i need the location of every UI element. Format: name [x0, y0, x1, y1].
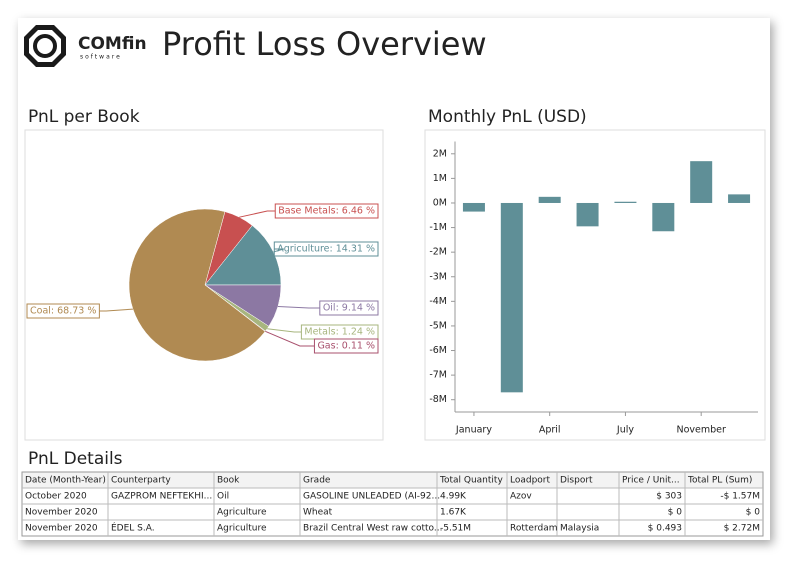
y-tick-label: -2M — [429, 247, 447, 258]
x-tick-label: April — [539, 425, 561, 436]
bar — [538, 196, 561, 203]
column-header: Disport — [560, 476, 593, 486]
leader-line — [99, 308, 133, 312]
leader-line — [239, 210, 276, 218]
column-header: Date (Month-Year) — [25, 476, 106, 486]
table-cell: $ 303 — [656, 492, 682, 502]
y-tick-label: -4M — [429, 296, 447, 307]
table-cell: -5.51M — [440, 524, 471, 534]
table-cell: $ 0 — [668, 508, 683, 518]
bar — [500, 202, 523, 393]
chart-title: Monthly PnL (USD) — [428, 107, 587, 127]
data-label: Gas: 0.11 % — [317, 341, 375, 352]
y-tick-label: -5M — [429, 320, 447, 331]
table-cell: Oil — [217, 492, 229, 502]
data-label: Coal: 68.73 % — [30, 306, 96, 317]
logo-icon — [24, 25, 66, 67]
table-cell: Agriculture — [217, 524, 267, 534]
table-cell: $ 0.493 — [648, 524, 682, 534]
y-tick-label: 0M — [433, 197, 447, 208]
chart-title: PnL per Book — [28, 107, 140, 127]
leader-line — [265, 330, 315, 347]
y-tick-label: -7M — [429, 370, 447, 381]
table-cell: GAZPROM NEFTEKHI... — [111, 492, 212, 502]
column-header: Book — [217, 476, 240, 486]
table-cell: 4.99K — [440, 492, 467, 502]
data-label: Oil: 9.14 % — [323, 303, 375, 314]
logo-text: COMfin — [78, 34, 147, 54]
bar-frame — [424, 129, 766, 441]
data-label: Agriculture: 14.31 % — [277, 244, 375, 255]
table-cell: ÉDEL S.A. — [111, 522, 155, 534]
y-tick-label: 2M — [433, 148, 447, 159]
bar — [728, 194, 751, 203]
pie-frame — [24, 129, 384, 441]
column-header: Counterparty — [111, 476, 171, 486]
table-cell: $ 0 — [746, 508, 761, 518]
pie-slice — [128, 208, 266, 362]
x-tick-label: January — [455, 425, 492, 436]
data-label: Base Metals: 6.46 % — [278, 206, 375, 217]
leader-line — [277, 306, 320, 309]
leader-line — [267, 328, 302, 333]
y-tick-label: -1M — [429, 222, 447, 233]
y-tick-label: -6M — [429, 345, 447, 356]
bar — [614, 201, 637, 203]
table-cell: October 2020 — [25, 492, 87, 502]
bar — [652, 202, 675, 232]
table-cell: Agriculture — [217, 508, 267, 518]
table-cell: Azov — [510, 492, 532, 502]
column-header: Total Quantity — [439, 476, 503, 486]
column-header: Price / Unit... — [622, 476, 680, 486]
y-tick-label: 1M — [433, 173, 447, 184]
y-tick-label: -8M — [429, 394, 447, 405]
table-cell: November 2020 — [25, 524, 98, 534]
column-header: Grade — [303, 476, 331, 486]
table-cell: November 2020 — [25, 508, 98, 518]
leader-line — [273, 248, 284, 253]
x-tick-label: July — [616, 425, 634, 436]
y-tick-label: -3M — [429, 271, 447, 282]
table-cell: Wheat — [303, 508, 333, 518]
data-label: Metals: 1.24 % — [304, 327, 375, 338]
bar — [690, 161, 713, 203]
page-title: Profit Loss Overview — [162, 25, 487, 63]
table-header-bg — [22, 472, 763, 488]
table-cell: -$ 1.57M — [720, 492, 760, 502]
logo-subtext: software — [80, 54, 122, 61]
table-title: PnL Details — [28, 449, 123, 469]
table: Date (Month-Year) Counterparty Book Grade To… — [21, 471, 764, 537]
bar — [462, 202, 485, 212]
bar — [576, 202, 599, 227]
column-header: Loadport — [510, 476, 551, 486]
table-cell: Brazil Central West raw cotto... — [303, 524, 442, 534]
table-cell: 1.67K — [440, 508, 467, 518]
table-cell: Rotterdam — [510, 524, 558, 534]
column-header: Total PL (Sum) — [687, 476, 752, 486]
table-cell: $ 2.72M — [724, 524, 760, 534]
table-cell: GASOLINE UNLEADED (AI-92... — [303, 492, 440, 502]
table-cell: Malaysia — [560, 524, 599, 534]
x-tick-label: November — [676, 425, 726, 436]
